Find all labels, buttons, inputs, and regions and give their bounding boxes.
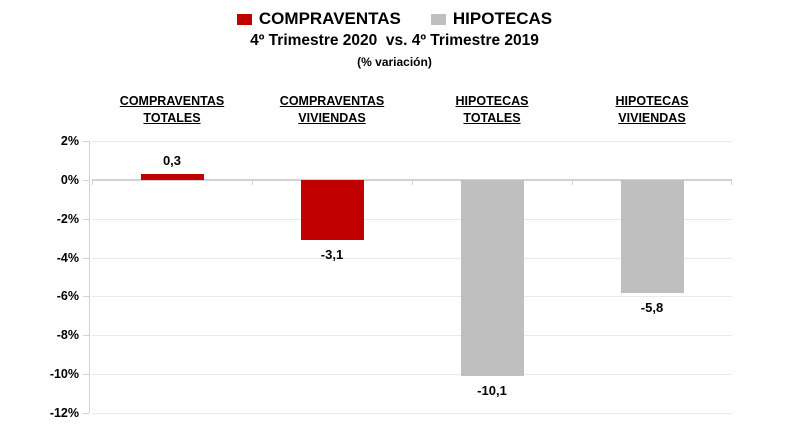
gridline--2	[92, 218, 732, 220]
y-axis-tick	[83, 218, 89, 220]
gridline--10	[92, 374, 732, 376]
bar-hipotecas-viviendas	[620, 179, 684, 293]
category-header-compraventas-totales: COMPRAVENTAS TOTALES	[119, 94, 225, 126]
category-header-hipotecas-totales: HIPOTECAS TOTALES	[455, 94, 529, 126]
value-label-compraventas-totales: 0,3	[162, 153, 182, 169]
y-axis-label: 2%	[60, 134, 79, 148]
legend-label: HIPOTECAS	[452, 9, 553, 28]
legend-item-hipotecas: HIPOTECAS	[430, 9, 553, 29]
x-axis-tick	[92, 180, 93, 185]
bar-hipotecas-totales	[460, 179, 524, 377]
x-axis-tick	[412, 180, 413, 185]
chart-subtitle: (% variación)	[357, 55, 432, 69]
y-axis-tick	[83, 296, 89, 298]
legend-label: COMPRAVENTAS	[258, 9, 401, 28]
y-axis-tick	[83, 335, 89, 337]
gridline-2	[92, 141, 732, 142]
bar-compraventas-viviendas	[300, 179, 364, 241]
value-label-hipotecas-totales: -10,1	[477, 383, 507, 399]
category-headers: COMPRAVENTAS TOTALES COMPRAVENTAS VIVIEND…	[92, 93, 732, 128]
y-axis-label: -10%	[49, 367, 79, 382]
value-label-hipotecas-viviendas: -5,8	[640, 299, 664, 315]
plot-area: 0,3 -3,1 -10,1 -5,8	[83, 141, 732, 414]
x-axis-tick	[252, 180, 253, 185]
x-axis-tick	[731, 180, 732, 185]
y-axis-tick	[83, 257, 89, 259]
gridline--8	[92, 335, 732, 337]
value-label-compraventas-viviendas: -3,1	[320, 247, 344, 263]
legend-swatch-hipotecas-icon	[430, 13, 446, 25]
chart-legend: COMPRAVENTAS HIPOTECAS	[0, 8, 789, 30]
y-axis-label: -2%	[56, 211, 79, 226]
y-axis-tick	[83, 374, 89, 376]
bar-compraventas-totales	[140, 174, 204, 180]
y-axis-label: -8%	[56, 328, 79, 343]
y-axis-label: -12%	[49, 406, 79, 420]
y-axis-label: -6%	[56, 289, 79, 304]
gridline--12	[92, 413, 732, 414]
y-axis-tick	[83, 141, 89, 142]
y-axis-label: 0%	[60, 172, 79, 187]
chart-title: 4º Trimestre 2020 vs. 4º Trimestre 2019	[250, 32, 539, 49]
y-axis-tick	[83, 413, 89, 414]
gridline--6	[92, 296, 732, 298]
category-header-compraventas-viviendas: COMPRAVENTAS VIVIENDAS	[279, 94, 385, 126]
y-axis-tick	[83, 179, 89, 181]
legend-item-compraventas: COMPRAVENTAS	[236, 9, 401, 29]
x-axis-tick	[572, 180, 573, 185]
category-header-hipotecas-viviendas: HIPOTECAS VIVIENDAS	[615, 94, 689, 126]
y-axis-label: -4%	[56, 250, 79, 265]
y-axis-line	[89, 141, 90, 413]
legend-swatch-compraventas-icon	[236, 13, 252, 25]
gridline--4	[92, 257, 732, 259]
x-axis-zero-line	[92, 178, 732, 181]
